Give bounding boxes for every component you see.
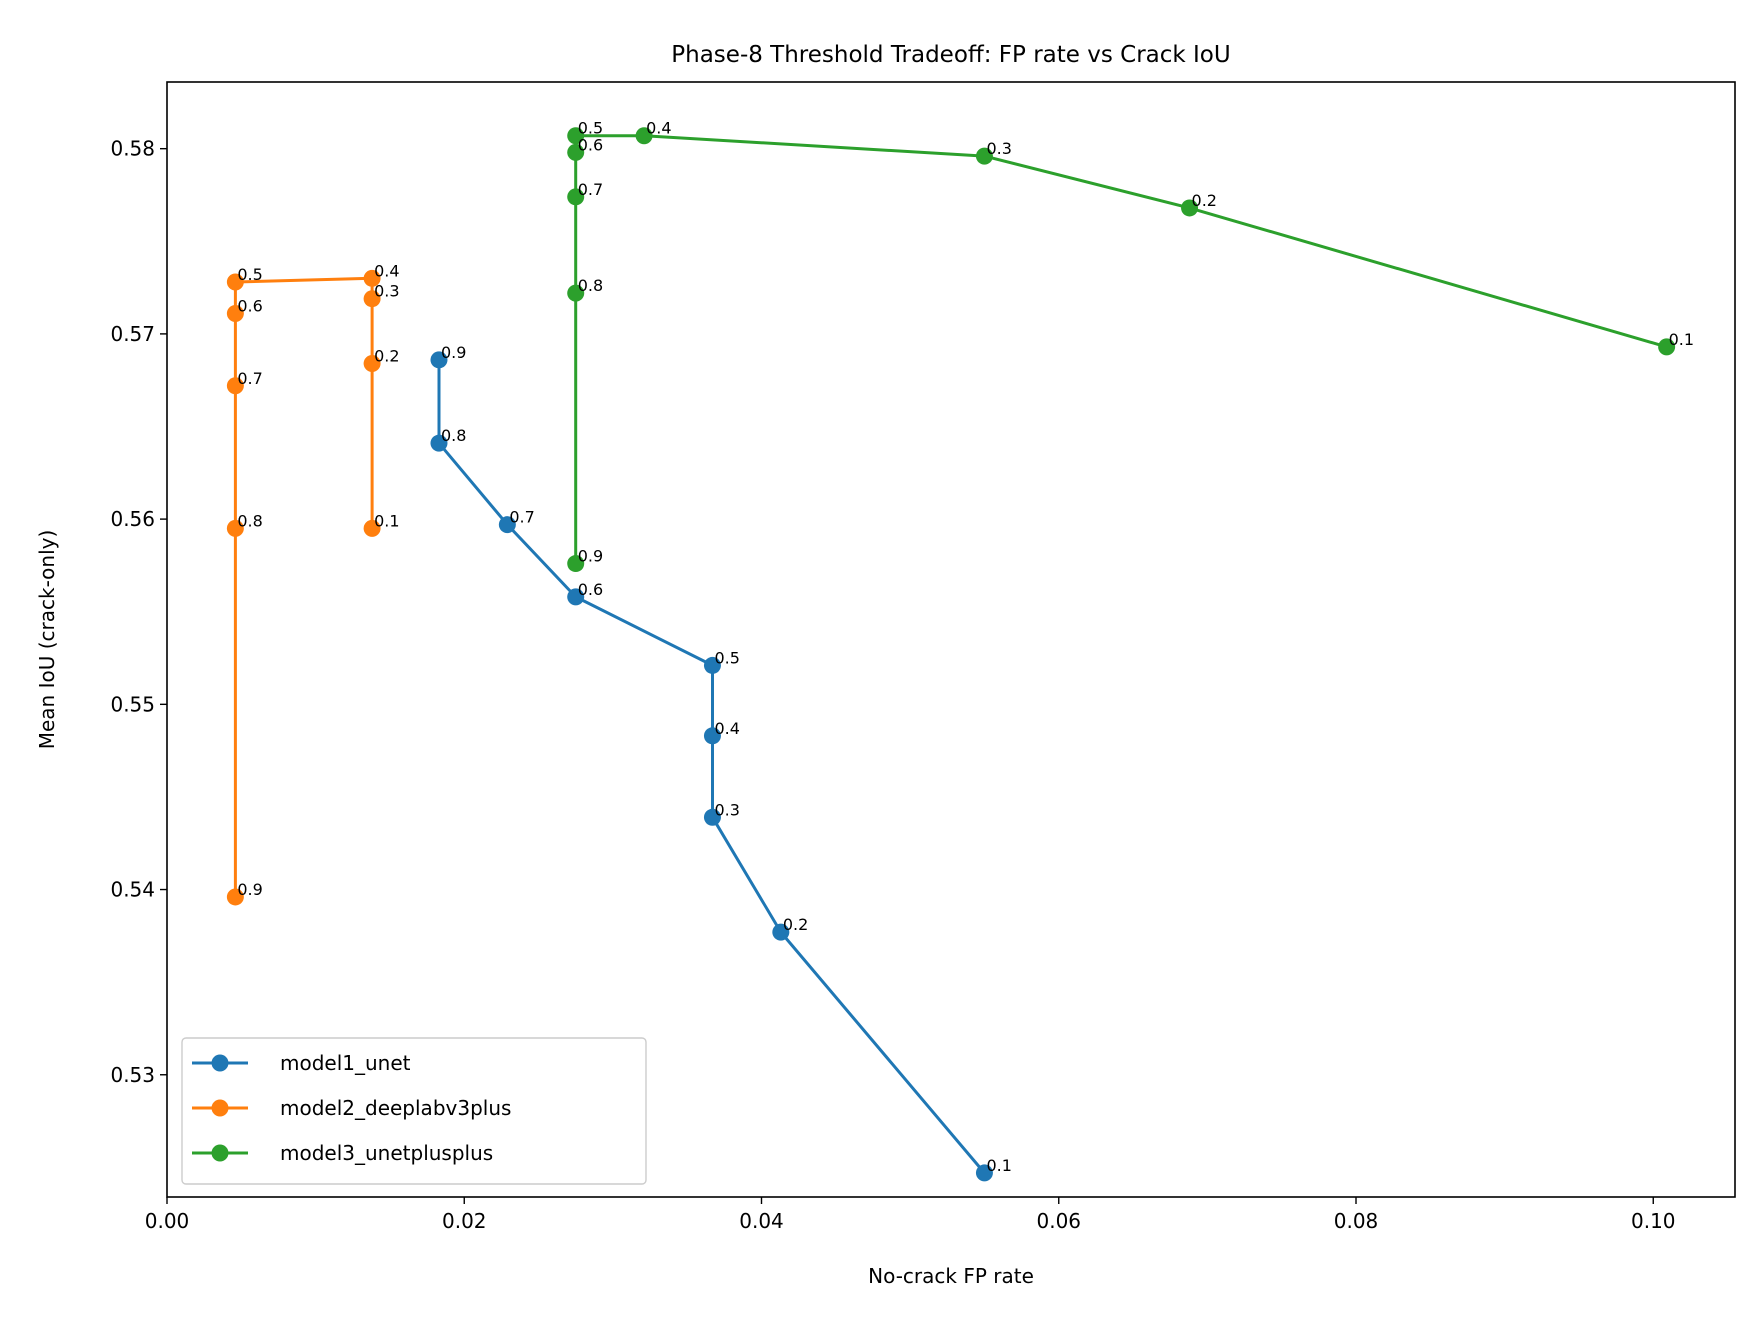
data-point-label: 0.7 <box>237 369 262 388</box>
data-point-label: 0.3 <box>986 139 1011 158</box>
legend-label: model1_unet <box>280 1051 411 1075</box>
legend-label: model3_unetplusplus <box>280 1141 493 1165</box>
data-point-label: 0.7 <box>578 180 603 199</box>
legend-marker <box>211 1054 229 1072</box>
data-point <box>1181 199 1199 217</box>
legend-label: model2_deeplabv3plus <box>280 1096 511 1120</box>
y-tick-label: 0.58 <box>110 137 155 161</box>
data-point <box>498 516 516 534</box>
data-point <box>567 127 585 145</box>
x-axis-ticks: 0.00 0.02 0.04 0.06 0.08 0.10 <box>145 1197 1676 1233</box>
data-point-label: 0.6 <box>237 297 262 316</box>
legend-item: model2_deeplabv3plus <box>192 1096 511 1120</box>
data-point-label: 0.4 <box>646 119 671 138</box>
data-point <box>567 555 585 573</box>
y-tick-label: 0.55 <box>110 692 155 716</box>
data-point <box>567 284 585 302</box>
series-line <box>574 134 1668 564</box>
series-layer: 0.10.20.30.40.50.60.70.80.90.10.20.30.40… <box>226 119 1694 1182</box>
data-point-label: 0.1 <box>1669 330 1694 349</box>
data-point-label: 0.2 <box>374 347 399 366</box>
data-point-label: 0.4 <box>714 719 739 738</box>
data-point <box>772 923 790 941</box>
plot-frame <box>166 81 1736 1198</box>
legend-box <box>181 1037 647 1185</box>
data-point <box>226 273 244 291</box>
data-point-label: 0.6 <box>578 580 603 599</box>
y-tick-label: 0.56 <box>110 507 155 531</box>
series-model1_unet: 0.1 0.2 0.3 0.4 0.5 0.6 0.7 0.8 0.9 <box>430 343 1012 1182</box>
data-point <box>226 377 244 395</box>
data-point <box>635 127 653 145</box>
data-point <box>363 519 381 537</box>
data-point-label: 0.9 <box>237 880 262 899</box>
x-tick-label: 0.02 <box>442 1209 487 1233</box>
data-point-label: 0.3 <box>374 282 399 301</box>
y-tick-label: 0.54 <box>110 878 155 902</box>
data-point <box>1658 338 1676 356</box>
x-tick-label: 0.08 <box>1334 1209 1379 1233</box>
y-tick-label: 0.53 <box>110 1063 155 1087</box>
y-axis-label: Mean IoU (crack-only) <box>35 530 59 750</box>
series-model3_unetplusplus: 0.1 0.2 0.3 0.4 0.50.6 0.7 0.8 0.9 <box>567 119 1694 573</box>
legend-item: model3_unetplusplus <box>192 1141 493 1165</box>
legend-item: model1_unet <box>192 1051 411 1075</box>
y-axis-ticks: 0.53 0.54 0.55 0.56 0.57 0.58 <box>110 137 167 1087</box>
data-point-label: 0.2 <box>783 915 808 934</box>
legend-marker <box>211 1099 229 1117</box>
data-point <box>567 188 585 206</box>
data-point <box>363 269 381 287</box>
data-point <box>975 1164 993 1182</box>
data-point-label: 0.5 <box>714 648 739 667</box>
data-point-label: 0.3 <box>714 800 739 819</box>
data-point <box>567 588 585 606</box>
data-point <box>975 147 993 165</box>
data-point-label: 0.9 <box>578 547 603 566</box>
data-point-label: 0.5 <box>578 119 603 138</box>
data-point <box>226 519 244 537</box>
data-point <box>226 305 244 323</box>
data-point-label: 0.9 <box>441 343 466 362</box>
data-point-label: 0.4 <box>374 261 399 280</box>
data-point <box>363 290 381 308</box>
data-point <box>430 351 448 369</box>
x-tick-label: 0.10 <box>1631 1209 1676 1233</box>
data-point-label: 0.6 <box>578 135 603 154</box>
data-point <box>703 808 721 826</box>
legend: model1_unet model2_deeplabv3plus model3_un… <box>181 1037 647 1185</box>
data-point <box>567 143 585 161</box>
y-tick-label: 0.57 <box>110 322 155 346</box>
data-point <box>363 355 381 373</box>
data-point-label: 0.1 <box>986 1156 1011 1175</box>
data-point <box>703 656 721 674</box>
data-point-label: 0.8 <box>578 276 603 295</box>
data-point <box>430 434 448 452</box>
x-axis-label: No-crack FP rate <box>868 1264 1034 1288</box>
data-point <box>703 727 721 745</box>
data-point-label: 0.5 <box>237 265 262 284</box>
chart-title: Phase-8 Threshold Tradeoff: FP rate vs C… <box>671 42 1230 68</box>
data-point-label: 0.8 <box>441 426 466 445</box>
data-point-label: 0.1 <box>374 511 399 530</box>
data-point-label: 0.8 <box>237 511 262 530</box>
series-model2_deeplabv3plus: 0.1 0.2 0.3 0.4 0.5 0.6 0.7 0.8 0.9 <box>226 261 400 906</box>
x-tick-label: 0.06 <box>1036 1209 1081 1233</box>
x-tick-label: 0.00 <box>145 1209 190 1233</box>
legend-marker <box>211 1144 229 1162</box>
x-tick-label: 0.04 <box>739 1209 784 1233</box>
data-point-label: 0.7 <box>509 508 534 527</box>
data-point <box>226 888 244 906</box>
data-point-label: 0.2 <box>1192 191 1217 210</box>
